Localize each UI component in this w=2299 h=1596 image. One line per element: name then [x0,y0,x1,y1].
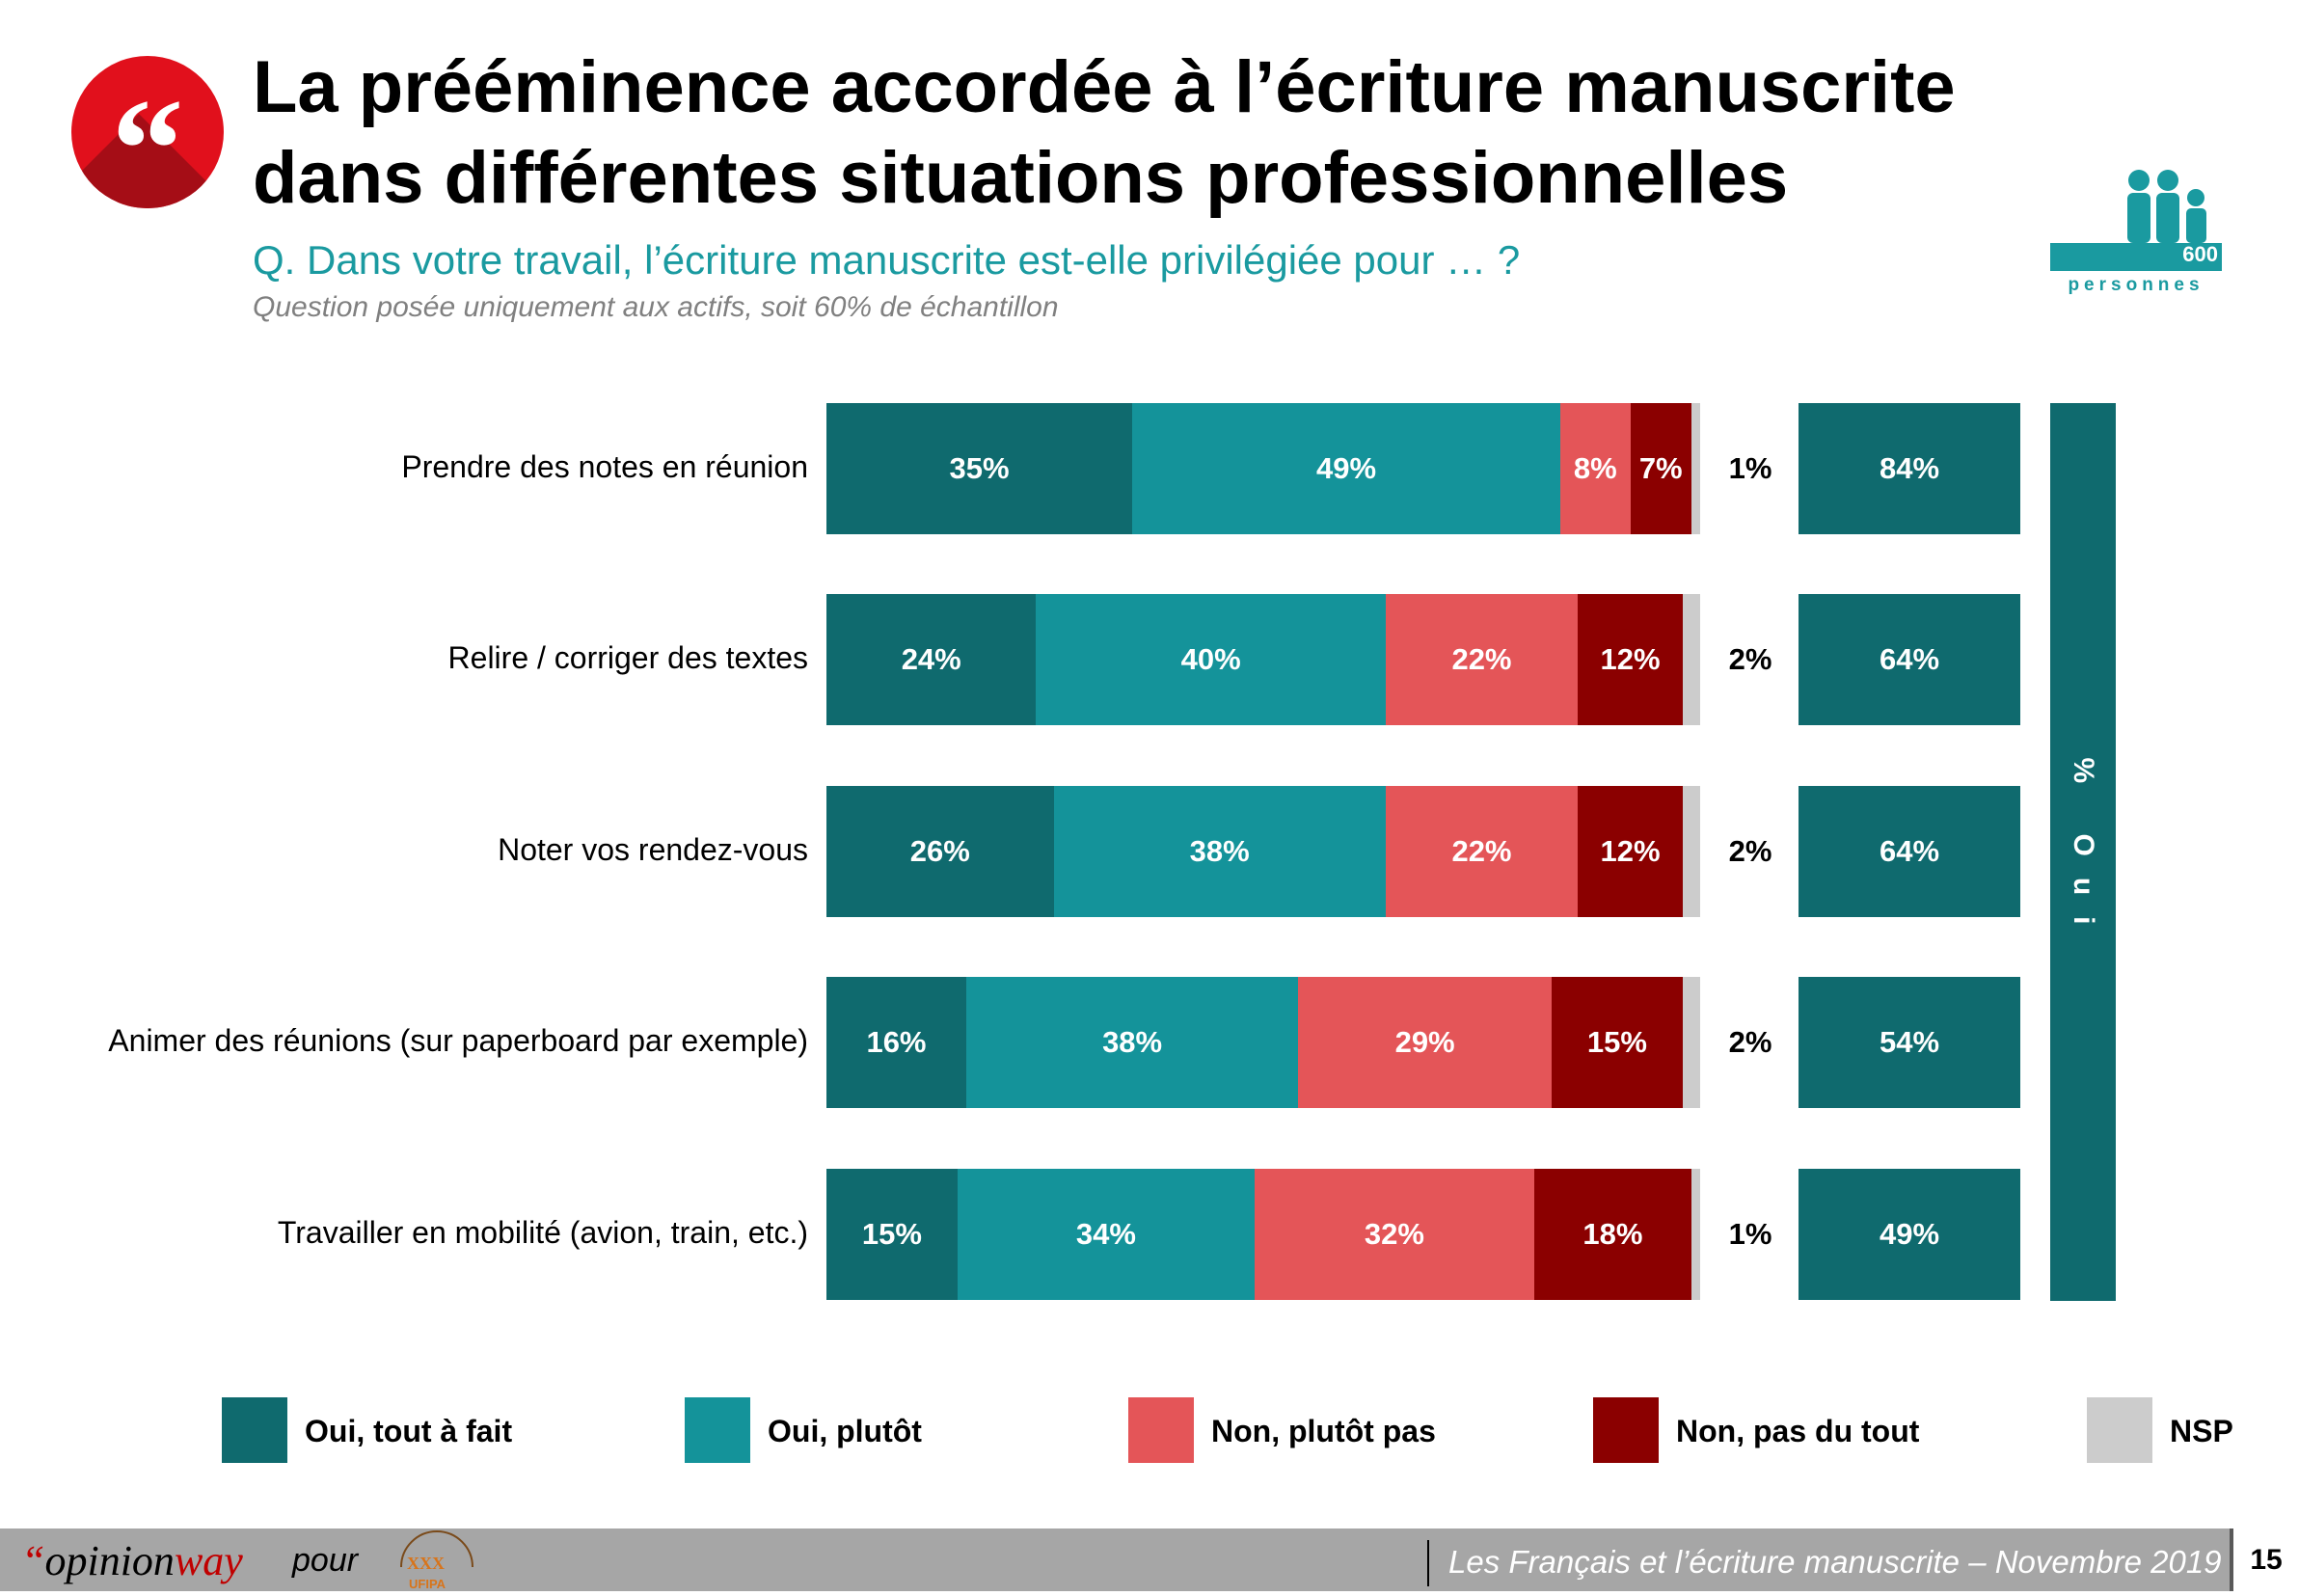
partner-logo-icon: XXX UFIPA [384,1528,490,1591]
bar-segment: 40% [1036,594,1386,725]
bar-segment: 35% [826,403,1133,534]
bar-segment: 29% [1298,977,1552,1108]
quote-icon: “ [71,56,224,208]
bar-segment: 16% [826,977,966,1108]
bar-value-label: 35% [949,451,1010,485]
bar-value-label: 22% [1451,642,1512,676]
page-title: La prééminence accordée à l’écriture man… [253,42,1988,224]
nsp-value-label: 1% [1728,451,1772,485]
sample-count: 600 [2182,242,2218,266]
svg-text:XXX: XXX [407,1554,445,1573]
bar-value-label: 8% [1573,451,1617,485]
bar-value-label: 32% [1364,1217,1424,1251]
bar-segment: 38% [965,977,1299,1108]
bar-value-label: 38% [1102,1025,1163,1059]
bar-value-label: 16% [866,1025,927,1059]
total-oui-box: 64% [1799,786,2020,917]
legend-label: Non, plutôt pas [1211,1414,1436,1448]
bar-segment: 49% [1132,403,1561,534]
nsp-value-label: 1% [1728,1217,1772,1251]
question-text: Q. Dans votre travail, l’écriture manusc… [253,237,1521,283]
bar-segment: 15% [1551,977,1683,1108]
bar-segment: 12% [1578,786,1683,917]
category-label: Travailler en mobilité (avion, train, et… [277,1215,808,1250]
nsp-value-label: 2% [1728,642,1772,676]
svg-text:UFIPA: UFIPA [409,1577,446,1591]
bar-segment: 34% [957,1169,1255,1300]
legend-swatch [685,1397,750,1463]
bar-segment: 18% [1533,1169,1691,1300]
title-line-2: dans différentes situations professionne… [253,137,1789,219]
bar-segment [1682,786,1700,917]
bar-segment: 22% [1385,594,1579,725]
bar-value-label: 15% [1586,1025,1647,1059]
total-oui-value: 54% [1879,1025,1940,1059]
category-label: Relire / corriger des textes [447,640,808,675]
bar-segment: 22% [1385,786,1579,917]
legend-swatch [1128,1397,1194,1463]
bar-segment: 24% [826,594,1037,725]
bar-value-label: 40% [1180,642,1241,676]
bar-value-label: 24% [901,642,961,676]
bar-segment: 8% [1560,403,1631,534]
legend-label: NSP [2170,1414,2233,1448]
nsp-value-label: 2% [1728,834,1772,868]
legend-swatch [222,1397,287,1463]
bar-segment [1690,1169,1700,1300]
bar-segment: 15% [826,1169,958,1300]
legend-label: Oui, plutôt [768,1414,922,1448]
bar-segment: 32% [1254,1169,1534,1300]
pour-text: pour [292,1542,359,1579]
bar-segment: 26% [826,786,1054,917]
bar-segment [1690,403,1700,534]
total-oui-column: % Oui [2050,403,2116,1301]
bar-value-label: 18% [1582,1217,1643,1251]
bar-segment [1682,977,1700,1108]
bar-segment [1682,594,1700,725]
bar-value-label: 49% [1316,451,1377,485]
total-oui-label: % Oui [2068,757,2099,946]
page-number: 15 [2230,1528,2299,1591]
category-label: Animer des réunions (sur paperboard par … [108,1023,808,1058]
legend-label: Non, pas du tout [1676,1414,1920,1448]
bar-value-label: 26% [909,834,970,868]
total-oui-box: 84% [1799,403,2020,534]
bar-value-label: 34% [1075,1217,1136,1251]
total-oui-box: 49% [1799,1169,2020,1300]
legend-swatch [1593,1397,1659,1463]
total-oui-value: 64% [1879,834,1940,868]
total-oui-value: 49% [1879,1217,1940,1251]
bar-value-label: 22% [1451,834,1512,868]
nsp-value-label: 2% [1728,1025,1772,1059]
total-oui-value: 64% [1879,642,1940,676]
bar-value-label: 15% [861,1217,922,1251]
bar-value-label: 29% [1394,1025,1455,1059]
bar-segment: 7% [1630,403,1691,534]
legend-swatch [2087,1397,2152,1463]
footer: “opinionway pour XXX UFIPA Les Français … [0,1528,2299,1591]
bar-segment: 12% [1578,594,1683,725]
footer-divider [1427,1540,1429,1586]
source-text: Les Français et l’écriture manuscrite – … [1448,1544,2222,1580]
bar-value-label: 12% [1600,642,1661,676]
bar-value-label: 7% [1638,451,1683,485]
sample-unit: personnes [2068,275,2204,295]
bar-segment: 38% [1053,786,1386,917]
opinionway-logo: “opinionway [21,1537,243,1584]
category-label: Noter vos rendez-vous [498,832,808,867]
bar-value-label: 38% [1189,834,1250,868]
total-oui-value: 84% [1879,451,1940,485]
total-oui-box: 54% [1799,977,2020,1108]
total-oui-box: 64% [1799,594,2020,725]
subnote-text: Question posée uniquement aux actifs, so… [253,291,1059,323]
title-line-1: La prééminence accordée à l’écriture man… [253,46,1956,128]
bar-value-label: 12% [1600,834,1661,868]
category-label: Prendre des notes en réunion [401,449,808,484]
people-icon: 600 personnes [2050,169,2222,304]
legend-label: Oui, tout à fait [305,1414,513,1448]
